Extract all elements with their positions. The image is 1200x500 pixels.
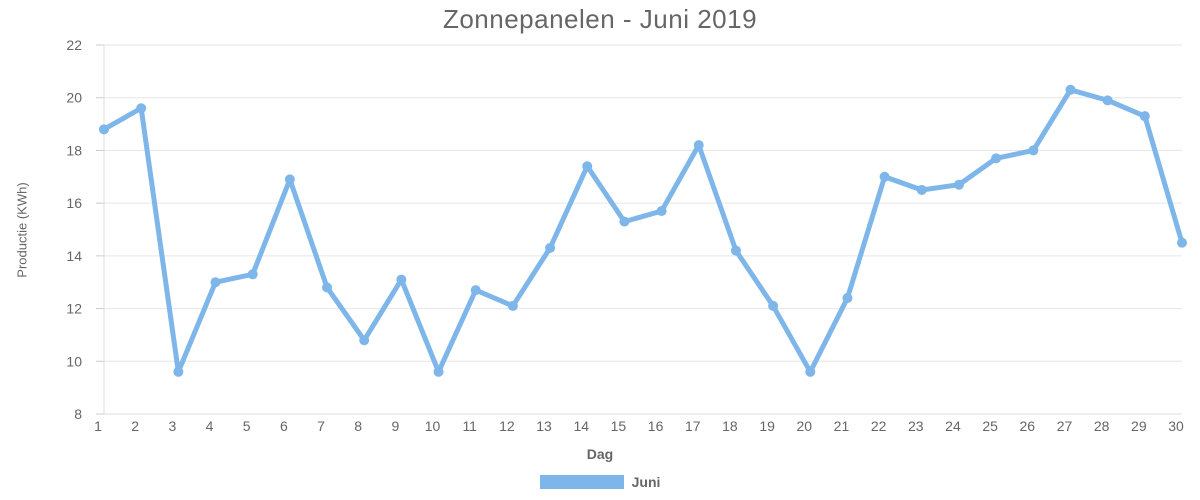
y-tick-labels: 8 10 12 14 16 18 20 22 xyxy=(66,37,82,422)
x-tick-label: 27 xyxy=(1057,418,1073,434)
y-tick-label: 22 xyxy=(66,37,82,53)
data-point[interactable] xyxy=(656,206,667,217)
x-tick-label: 19 xyxy=(759,418,775,434)
x-tick-label: 5 xyxy=(243,418,251,434)
x-tick-label: 17 xyxy=(685,418,701,434)
data-point[interactable] xyxy=(507,300,518,311)
data-point[interactable] xyxy=(768,300,779,311)
x-tick-label: 28 xyxy=(1094,418,1110,434)
y-tick-label: 14 xyxy=(66,248,82,264)
data-point[interactable] xyxy=(99,124,109,135)
data-point[interactable] xyxy=(470,285,481,296)
y-tick-label: 16 xyxy=(66,195,82,211)
x-tick-label: 4 xyxy=(206,418,214,434)
data-point[interactable] xyxy=(953,179,964,190)
x-tick-label: 7 xyxy=(317,418,325,434)
legend-label: Juni xyxy=(631,474,661,490)
y-tick-label: 18 xyxy=(66,142,82,158)
legend[interactable]: Juni xyxy=(0,474,1200,490)
data-point[interactable] xyxy=(173,366,184,377)
x-tick-label: 18 xyxy=(722,418,738,434)
x-tick-label: 20 xyxy=(796,418,812,434)
series-line xyxy=(101,87,1185,375)
data-point[interactable] xyxy=(842,293,853,304)
data-point[interactable] xyxy=(805,366,816,377)
data-point[interactable] xyxy=(396,274,407,285)
data-point[interactable] xyxy=(210,277,221,288)
x-tick-label: 21 xyxy=(834,418,850,434)
series-group xyxy=(99,84,1187,377)
x-tick-label: 16 xyxy=(648,418,664,434)
x-tick-label: 1 xyxy=(94,418,102,434)
data-point[interactable] xyxy=(247,269,258,280)
y-tick-label: 10 xyxy=(66,353,82,369)
x-axis-label: Dag xyxy=(586,446,614,462)
data-point[interactable] xyxy=(136,103,147,114)
y-tick-label: 20 xyxy=(66,90,82,106)
data-point[interactable] xyxy=(693,140,704,151)
x-tick-label: 26 xyxy=(1020,418,1036,434)
x-tick-label: 2 xyxy=(131,418,139,434)
x-tick-label: 25 xyxy=(982,418,998,434)
x-tick-label: 15 xyxy=(611,418,627,434)
data-point[interactable] xyxy=(284,174,295,185)
data-point[interactable] xyxy=(730,245,741,256)
data-point[interactable] xyxy=(916,184,927,195)
data-point[interactable] xyxy=(1177,237,1187,248)
y-tick-label: 12 xyxy=(66,301,82,317)
x-tick-label: 8 xyxy=(354,418,362,434)
data-point[interactable] xyxy=(991,153,1002,164)
axes xyxy=(96,44,1182,415)
data-point[interactable] xyxy=(1065,84,1076,95)
data-point[interactable] xyxy=(582,161,593,172)
x-tick-label: 30 xyxy=(1168,418,1184,434)
x-tick-label: 14 xyxy=(573,418,589,434)
data-point[interactable] xyxy=(1139,111,1150,122)
chart-title: Zonnepanelen - Juni 2019 xyxy=(442,4,758,34)
x-tick-labels: 1 2 3 4 5 6 7 8 9 10 11 12 13 14 15 16 17 18 19 20 21 22 23 24 2… xyxy=(94,418,1184,434)
data-point[interactable] xyxy=(322,282,333,293)
x-tick-label: 11 xyxy=(462,418,477,434)
x-tick-label: 24 xyxy=(945,418,961,434)
x-tick-label: 22 xyxy=(871,418,887,434)
data-point[interactable] xyxy=(619,216,630,227)
x-tick-label: 10 xyxy=(425,418,441,434)
x-tick-label: 3 xyxy=(168,418,176,434)
data-point[interactable] xyxy=(879,171,890,182)
x-tick-label: 12 xyxy=(499,418,515,434)
x-tick-label: 6 xyxy=(280,418,288,434)
x-tick-label: 9 xyxy=(391,418,399,434)
data-point[interactable] xyxy=(359,335,370,346)
x-tick-label: 13 xyxy=(536,418,552,434)
x-tick-label: 23 xyxy=(908,418,924,434)
grid-lines xyxy=(104,44,1182,415)
data-point[interactable] xyxy=(545,242,556,253)
x-tick-label: 29 xyxy=(1131,418,1147,434)
y-tick-label: 8 xyxy=(74,406,82,422)
data-point[interactable] xyxy=(1102,95,1113,106)
data-point[interactable] xyxy=(1028,145,1039,156)
data-point[interactable] xyxy=(433,366,444,377)
legend-swatch xyxy=(539,475,624,489)
